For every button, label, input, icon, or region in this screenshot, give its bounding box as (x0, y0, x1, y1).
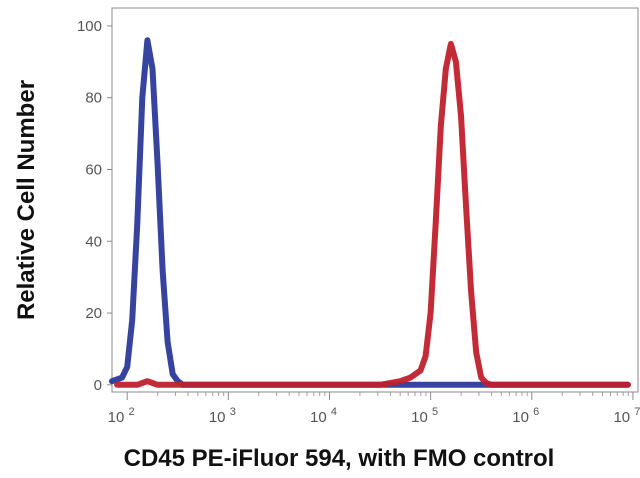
y-tick-label: 60 (85, 161, 102, 178)
y-tick-label: 100 (77, 18, 102, 35)
x-axis-ticks: 10 2 10 3 10 4 10 5 10 6 10 7 (108, 392, 640, 426)
series-layer (109, 37, 631, 388)
y-axis-ticks: 0 20 40 60 80 100 (77, 18, 112, 394)
x-tick-label: 10 4 (310, 406, 337, 426)
y-tick-label: 0 (94, 377, 102, 394)
x-tick-label: 10 2 (108, 406, 135, 426)
x-axis-title: CD45 PE-iFluor 594, with FMO control (124, 445, 555, 472)
y-tick-label: 20 (85, 305, 102, 322)
y-axis-title: Relative Cell Number (13, 80, 40, 320)
x-tick-label: 10 7 (613, 406, 640, 426)
y-tick-label: 40 (85, 233, 102, 250)
x-tick-label: 10 5 (411, 406, 438, 426)
x-tick-label: 10 3 (209, 406, 236, 426)
x-tick-label: 10 6 (512, 406, 539, 426)
y-tick-label: 80 (85, 90, 102, 107)
series-line-2 (114, 40, 631, 388)
plot-area-frame (111, 7, 639, 393)
